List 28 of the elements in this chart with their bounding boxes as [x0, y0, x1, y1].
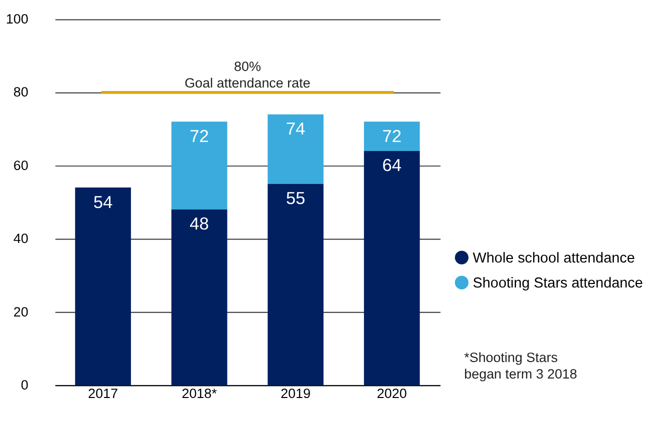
y-tick-label: 0: [20, 377, 28, 392]
legend-label: Whole school attendance: [472, 250, 635, 266]
x-tick-label: 2017: [88, 386, 118, 402]
total-label: 72: [190, 126, 209, 146]
y-tick-label: 60: [13, 158, 28, 173]
total-label: 72: [382, 126, 402, 146]
data-label: 64: [382, 155, 402, 176]
legend-label: Shooting Stars attendance: [472, 275, 643, 292]
text: *Shooting Stars began term 3 2018: [464, 350, 578, 382]
bar: [171, 122, 228, 210]
bar: [364, 150, 420, 386]
data-label: 48: [190, 214, 209, 234]
ref-line-label: 80% Goal attendance rate: [184, 59, 310, 91]
data-label: 55: [286, 188, 306, 208]
bar: [364, 122, 420, 151]
total-label: 74: [286, 118, 306, 139]
bar: [268, 114, 324, 184]
x-tick-label: 2018*: [182, 386, 218, 402]
y-tick-label: 100: [6, 12, 28, 27]
y-tick-label: 80: [13, 84, 28, 100]
data-label: 54: [93, 192, 114, 212]
x-tick-label: 2020: [376, 386, 407, 402]
y-tick-label: 20: [13, 304, 28, 320]
bar: [171, 209, 228, 386]
x-tick-label: 2019: [280, 386, 311, 402]
bar: [268, 184, 324, 386]
bar: [75, 188, 131, 386]
y-tick-label: 40: [13, 231, 28, 246]
